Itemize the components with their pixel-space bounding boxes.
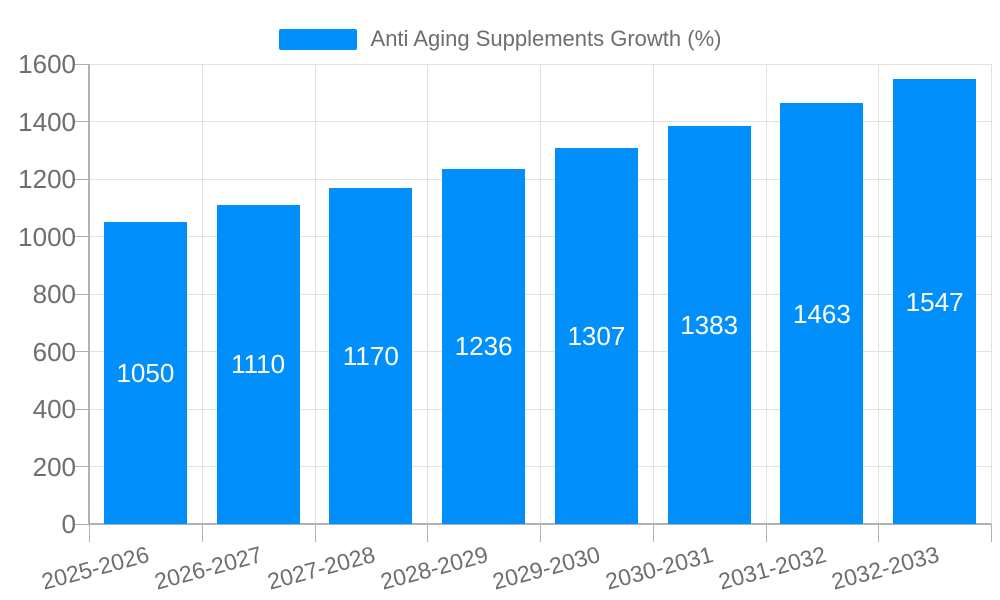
bar-value-label: 1110: [231, 349, 286, 380]
y-tick-label: 800: [32, 279, 76, 309]
x-axis-line: [89, 523, 991, 525]
x-gridline: [765, 64, 767, 524]
x-axis-tick: [201, 524, 203, 542]
x-gridline: [540, 64, 541, 524]
bar[interactable]: [329, 187, 413, 524]
bar-value-label: 1547: [905, 286, 964, 317]
bar-value-label: 1236: [454, 331, 513, 362]
x-gridline: [201, 64, 203, 524]
x-tick-label: 2029-2030: [490, 541, 604, 595]
legend-marker: [278, 28, 357, 50]
y-tick-label: 400: [32, 394, 76, 424]
y-tick-label: 200: [32, 451, 76, 482]
bar[interactable]: [554, 148, 638, 524]
bar-value-label: 1050: [116, 358, 175, 389]
y-tick-label: 600: [32, 336, 76, 367]
y-axis-tick: [73, 351, 89, 352]
y-axis-tick: [73, 293, 89, 295]
x-tick-label: 2027-2028: [264, 541, 378, 595]
x-tick-label: 2032-2033: [828, 541, 942, 595]
x-axis-tick: [878, 524, 880, 542]
bar-value-label: 1307: [567, 321, 626, 352]
x-tick-label: 2030-2031: [602, 541, 716, 595]
x-gridline: [991, 64, 992, 524]
x-gridline: [878, 64, 880, 524]
y-tick-label: 1000: [18, 221, 76, 252]
x-axis-tick: [765, 524, 767, 542]
x-tick-label: 2028-2029: [377, 541, 491, 595]
bar[interactable]: [442, 168, 526, 524]
x-tick-label: 2031-2032: [715, 541, 829, 595]
x-tick-label: 2025-2026: [39, 541, 153, 595]
bar-value-label: 1170: [342, 340, 399, 371]
x-axis-tick: [427, 524, 429, 542]
x-axis-tick: [991, 524, 992, 542]
y-axis-tick: [73, 236, 89, 237]
legend-item[interactable]: Anti Aging Supplements Growth (%): [0, 26, 1000, 52]
y-tick-label: 1200: [18, 164, 76, 194]
x-tick-label: 2026-2027: [151, 541, 265, 595]
x-axis-tick: [314, 524, 316, 542]
legend-label: Anti Aging Supplements Growth (%): [370, 26, 722, 51]
y-tick-label: 1600: [18, 49, 76, 79]
y-tick-label: 0: [61, 509, 76, 539]
y-axis-tick: [73, 523, 89, 525]
bar-value-label: 1463: [792, 298, 851, 329]
bar[interactable]: [216, 204, 300, 524]
y-axis-tick: [73, 63, 89, 65]
x-gridline: [314, 64, 316, 524]
y-tick-label: 1400: [18, 106, 76, 137]
y-axis-tick: [73, 466, 89, 467]
x-axis-tick: [540, 524, 541, 542]
bar[interactable]: [103, 222, 187, 524]
y-axis-tick: [73, 408, 89, 410]
bar-value-label: 1383: [680, 310, 739, 341]
bar[interactable]: [780, 103, 864, 524]
x-gridline: [427, 64, 429, 524]
y-axis-tick: [73, 121, 89, 122]
x-axis-tick: [89, 524, 90, 542]
bar[interactable]: [667, 126, 751, 524]
bar[interactable]: [893, 79, 977, 524]
y-axis-tick: [73, 178, 89, 180]
y-axis-line: [88, 64, 90, 524]
x-axis-tick: [652, 524, 654, 542]
x-gridline: [652, 64, 654, 524]
